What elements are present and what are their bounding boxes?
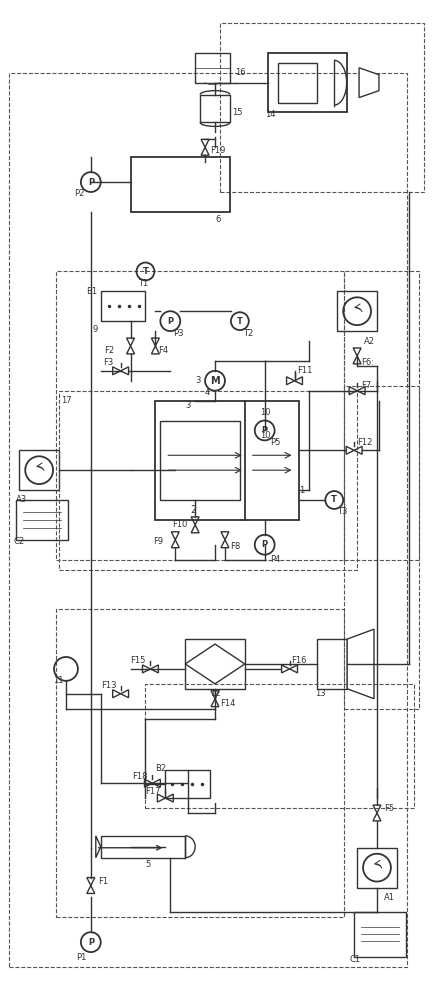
Text: 17: 17 [61, 396, 72, 405]
Text: 6: 6 [215, 215, 220, 224]
Text: F5: F5 [384, 804, 394, 813]
Text: 3: 3 [185, 401, 191, 410]
Text: C1: C1 [349, 955, 360, 964]
Text: F2: F2 [104, 346, 114, 355]
Text: F11: F11 [297, 366, 313, 375]
Text: 11: 11 [53, 676, 63, 685]
Text: F10: F10 [172, 520, 187, 529]
Text: F18: F18 [132, 772, 148, 781]
Text: F19: F19 [210, 146, 225, 155]
Text: 9: 9 [93, 325, 98, 334]
Bar [101, 291, 145, 321]
Bar [19, 450, 59, 490]
Text: B1: B1 [86, 287, 97, 296]
Text: P: P [167, 317, 173, 326]
Text: B2: B2 [155, 764, 167, 773]
Bar [317, 639, 347, 689]
Text: P5: P5 [270, 438, 280, 447]
Text: F7: F7 [361, 381, 372, 390]
Text: 5: 5 [145, 860, 151, 869]
Text: 10: 10 [260, 431, 270, 440]
Text: A1: A1 [384, 893, 395, 902]
Text: P4: P4 [270, 555, 280, 564]
Bar [16, 500, 68, 540]
Bar [354, 912, 406, 957]
Bar [344, 386, 419, 560]
Text: T3: T3 [337, 507, 348, 516]
Bar [101, 836, 185, 858]
Polygon shape [359, 68, 379, 98]
Text: F15: F15 [131, 656, 146, 665]
Text: P: P [88, 938, 94, 947]
Text: 2: 2 [190, 505, 197, 515]
Bar [337, 291, 377, 331]
Bar [344, 271, 419, 709]
Text: 4: 4 [205, 388, 210, 397]
Text: P: P [88, 178, 94, 187]
Text: P3: P3 [173, 329, 184, 338]
Bar [56, 609, 344, 917]
Text: F14: F14 [220, 699, 235, 708]
Text: P2: P2 [74, 189, 84, 198]
Bar [220, 23, 424, 192]
Polygon shape [96, 836, 101, 858]
Text: T1: T1 [138, 279, 149, 288]
Text: 14: 14 [265, 110, 275, 119]
Text: T: T [331, 495, 337, 504]
Text: F3: F3 [103, 358, 113, 367]
Bar [200, 95, 230, 122]
Text: C2: C2 [13, 537, 24, 546]
Bar [165, 770, 210, 798]
Text: T: T [142, 267, 148, 276]
Bar [195, 53, 230, 83]
Text: T: T [237, 317, 243, 326]
Text: F17: F17 [145, 787, 161, 796]
Bar [278, 63, 317, 103]
Text: F4: F4 [158, 346, 168, 355]
Bar [268, 53, 347, 112]
Text: 10: 10 [260, 408, 270, 417]
Bar [357, 848, 397, 888]
Text: 1: 1 [299, 486, 305, 495]
Text: M: M [210, 376, 220, 386]
Text: F8: F8 [230, 542, 240, 551]
Bar [59, 391, 357, 570]
Bar [145, 684, 414, 808]
Text: 3: 3 [195, 376, 201, 385]
Bar [56, 271, 344, 560]
Text: F12: F12 [357, 438, 372, 447]
Text: 15: 15 [232, 108, 243, 117]
Polygon shape [347, 629, 374, 699]
Text: F9: F9 [153, 537, 164, 546]
Text: P: P [262, 426, 268, 435]
Text: F6:: F6: [361, 358, 374, 367]
Text: F1: F1 [98, 877, 108, 886]
Text: T2: T2 [243, 329, 253, 338]
Text: A3: A3 [16, 495, 27, 504]
Bar [161, 421, 240, 500]
Text: P1: P1 [76, 953, 86, 962]
Bar [185, 639, 245, 689]
Bar [155, 401, 299, 520]
Text: F13: F13 [101, 681, 116, 690]
Text: 16: 16 [235, 68, 246, 77]
Text: F16: F16 [292, 656, 307, 665]
Text: 12: 12 [210, 689, 220, 698]
Text: 13: 13 [316, 689, 326, 698]
Bar [131, 157, 230, 212]
Text: A2: A2 [364, 337, 375, 346]
Text: P: P [262, 540, 268, 549]
